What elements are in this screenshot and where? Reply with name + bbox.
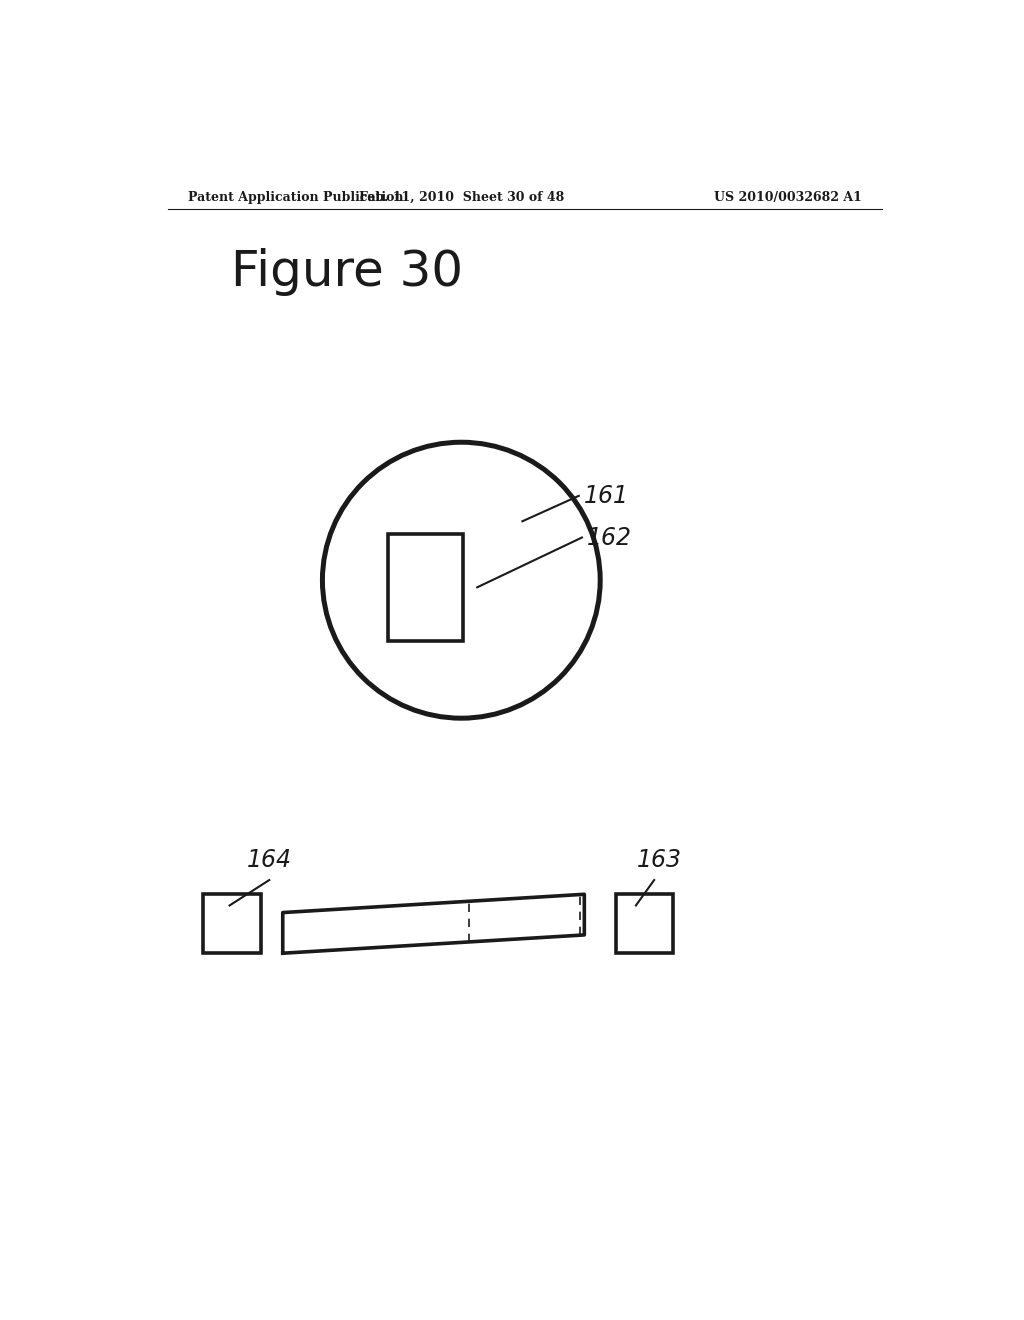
Bar bbox=[204, 894, 260, 953]
Bar bbox=[388, 535, 463, 640]
Text: 164: 164 bbox=[247, 847, 292, 873]
Text: 161: 161 bbox=[585, 484, 630, 508]
Text: 162: 162 bbox=[587, 525, 632, 549]
Text: 163: 163 bbox=[637, 847, 682, 873]
Text: Patent Application Publication: Patent Application Publication bbox=[187, 190, 403, 203]
Bar bbox=[616, 894, 673, 953]
Text: Figure 30: Figure 30 bbox=[231, 248, 463, 296]
Text: US 2010/0032682 A1: US 2010/0032682 A1 bbox=[714, 190, 862, 203]
Text: Feb. 11, 2010  Sheet 30 of 48: Feb. 11, 2010 Sheet 30 of 48 bbox=[358, 190, 564, 203]
